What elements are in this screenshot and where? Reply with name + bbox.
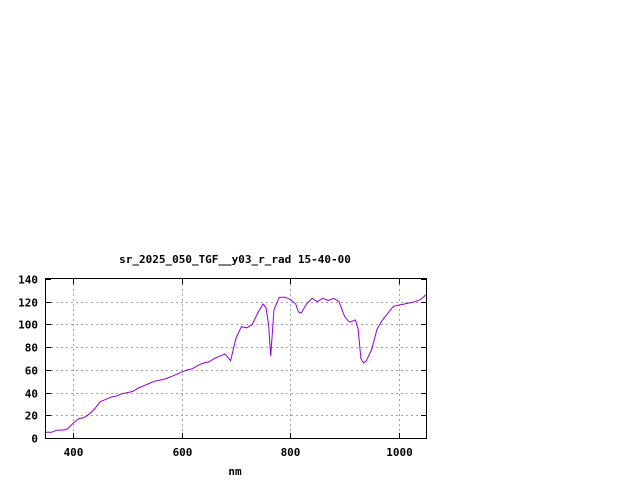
- y-tick-label: 0: [31, 433, 38, 446]
- x-tick-label: 400: [64, 446, 84, 459]
- x-tick-label: 800: [281, 446, 301, 459]
- chart-title: sr_2025_050_TGF__y03_r_rad 15-40-00: [119, 253, 351, 266]
- y-tick-label: 140: [18, 274, 38, 287]
- y-tick-label: 100: [18, 319, 38, 332]
- y-tick-label: 20: [25, 410, 38, 423]
- y-tick-label: 120: [18, 297, 38, 310]
- y-tick-label: 80: [25, 342, 38, 355]
- series-line: [46, 294, 427, 433]
- x-axis-label: nm: [228, 465, 242, 478]
- series-layer: [46, 294, 427, 433]
- x-tick-label: 600: [173, 446, 193, 459]
- axis-ticks: 0 20 40 60 80 100 120 140 400 600 800 1000: [18, 274, 426, 459]
- y-tick-label: 60: [25, 365, 38, 378]
- x-tick-label: 1000: [386, 446, 413, 459]
- grid-lines: [46, 279, 426, 438]
- y-tick-label: 40: [25, 388, 38, 401]
- plot-frame: [45, 278, 427, 439]
